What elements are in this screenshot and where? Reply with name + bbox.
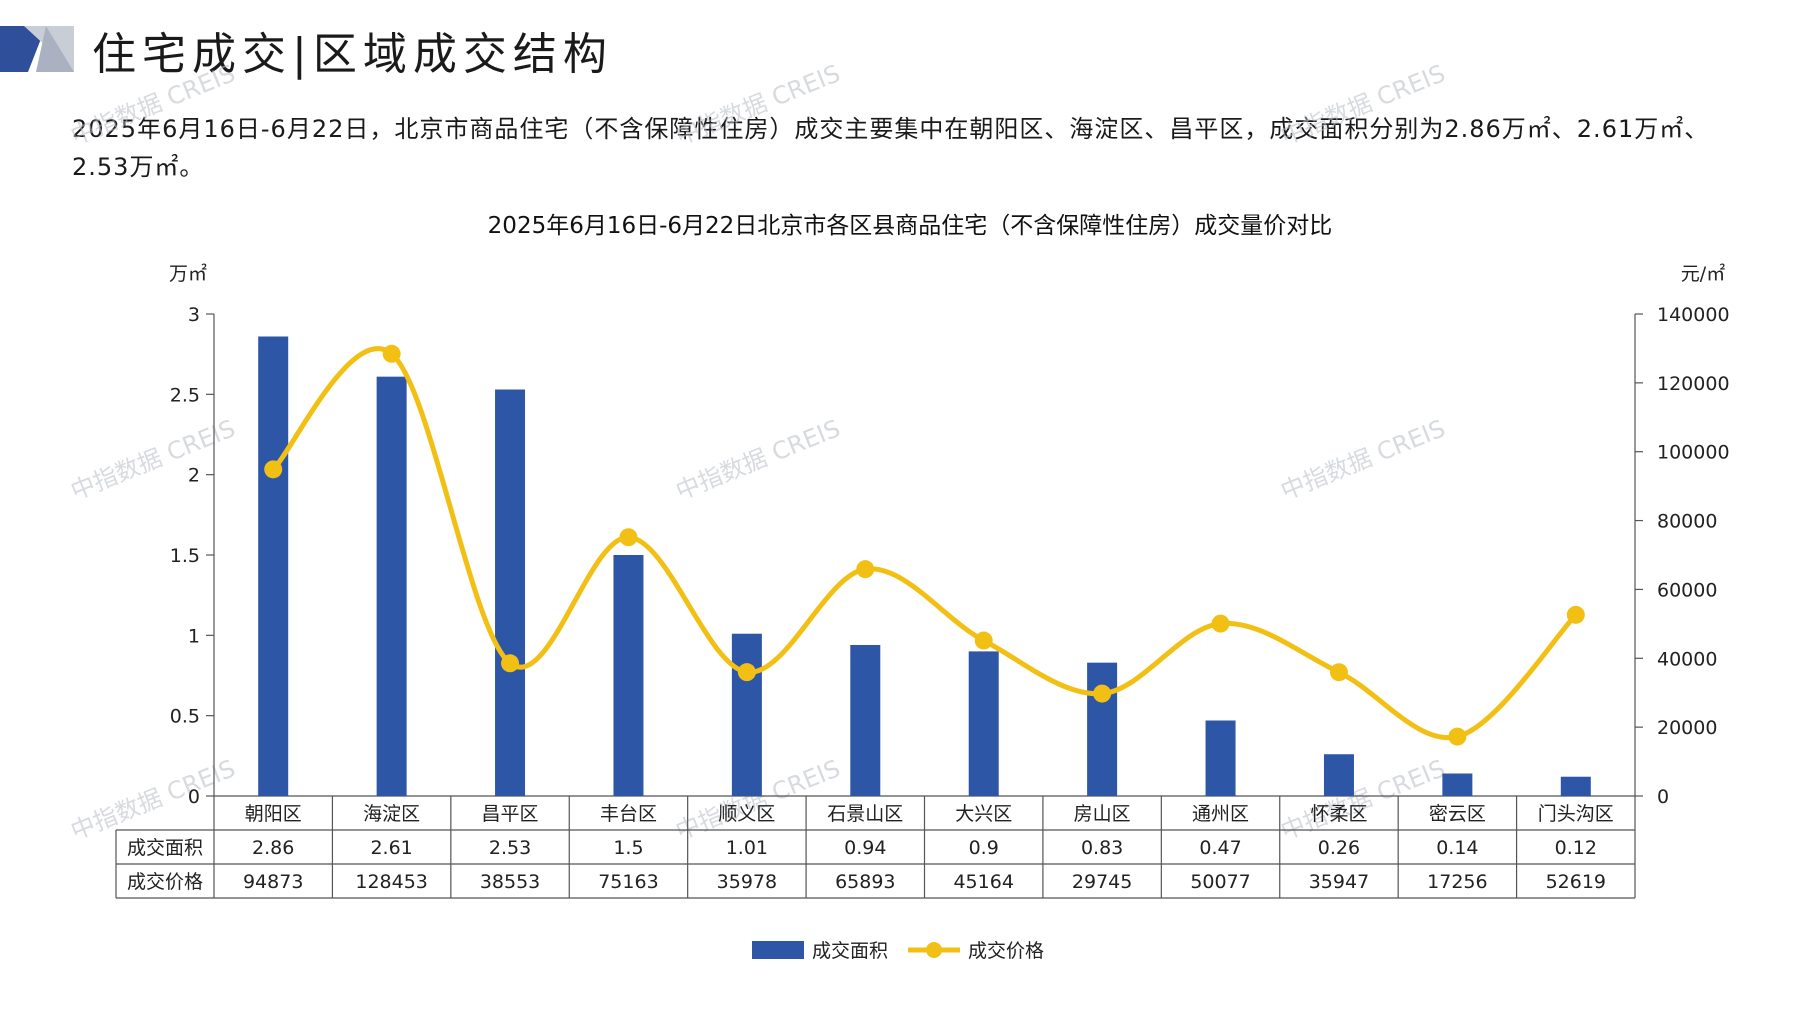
- category-label: 门头沟区: [1538, 803, 1614, 825]
- area-value-cell: 2.53: [489, 837, 531, 859]
- bar-成交面积: [1323, 754, 1354, 796]
- watermark: 中指数据 CREIS: [67, 59, 239, 150]
- bar-成交面积: [613, 555, 644, 796]
- area-value-cell: 2.86: [252, 837, 294, 859]
- area-value-cell: 0.47: [1199, 837, 1241, 859]
- price-value-cell: 38553: [480, 871, 540, 893]
- price-value-cell: 52619: [1546, 871, 1606, 893]
- watermark: 中指数据 CREIS: [672, 414, 844, 505]
- category-label: 密云区: [1429, 803, 1486, 825]
- bar-成交面积: [1442, 773, 1473, 796]
- right-axis-tick-label: 60000: [1657, 579, 1717, 601]
- right-axis-tick-label: 40000: [1657, 648, 1717, 670]
- left-axis-tick-label: 3: [188, 304, 200, 326]
- price-value-cell: 35978: [717, 871, 777, 893]
- left-axis-tick-label: 0: [188, 786, 200, 808]
- line-point: [264, 460, 283, 479]
- category-label: 石景山区: [827, 803, 903, 825]
- left-axis-tick-label: 2: [188, 465, 200, 487]
- row-header-price: 成交价格: [127, 871, 203, 893]
- header-decoration: [0, 26, 74, 72]
- price-value-cell: 45164: [953, 871, 1013, 893]
- left-axis-tick-label: 1: [188, 625, 200, 647]
- category-label: 朝阳区: [245, 803, 302, 825]
- chart-title: 2025年6月16日-6月22日北京市各区县商品住宅（不含保障性住房）成交量价对…: [488, 213, 1333, 239]
- watermark: 中指数据 CREIS: [1277, 414, 1449, 505]
- area-value-cell: 0.94: [844, 837, 886, 859]
- line-point: [974, 631, 993, 650]
- summary-text: 2025年6月16日-6月22日，北京市商品住宅（不含保障性住房）成交主要集中在…: [72, 115, 1710, 181]
- line-point: [1566, 605, 1585, 624]
- area-value-cell: 0.14: [1436, 837, 1478, 859]
- price-value-cell: 35947: [1309, 871, 1369, 893]
- page-title: 住宅成交|区域成交结构: [92, 29, 613, 80]
- price-value-cell: 29745: [1072, 871, 1132, 893]
- category-label: 丰台区: [600, 803, 657, 825]
- price-value-cell: 65893: [835, 871, 895, 893]
- bar-成交面积: [376, 376, 407, 796]
- legend-label-line: 成交价格: [968, 940, 1044, 962]
- row-header-area: 成交面积: [127, 837, 203, 859]
- watermark: 中指数据 CREIS: [67, 754, 239, 845]
- right-axis-tick-label: 120000: [1657, 373, 1730, 395]
- bar-成交面积: [731, 633, 762, 796]
- category-label: 大兴区: [955, 803, 1012, 825]
- price-value-cell: 50077: [1190, 871, 1250, 893]
- right-axis-tick-label: 0: [1657, 786, 1669, 808]
- left-axis-tick-label: 0.5: [170, 706, 200, 728]
- bar-成交面积: [1560, 776, 1591, 796]
- category-label: 顺义区: [718, 803, 775, 825]
- area-value-cell: 0.9: [969, 837, 999, 859]
- bar-成交面积: [1205, 720, 1236, 796]
- legend-swatch-point: [926, 942, 942, 958]
- right-axis-tick-label: 20000: [1657, 717, 1717, 739]
- line-point: [619, 528, 638, 547]
- category-label: 昌平区: [482, 803, 539, 825]
- price-value-cell: 75163: [598, 871, 658, 893]
- watermark: 中指数据 CREIS: [1277, 59, 1449, 150]
- category-label: 房山区: [1074, 803, 1131, 825]
- right-axis-tick-label: 80000: [1657, 511, 1717, 533]
- right-axis-unit: 元/㎡: [1681, 262, 1725, 285]
- category-label: 海淀区: [363, 803, 420, 825]
- line-point: [501, 654, 520, 673]
- line-成交价格: [271, 346, 1578, 741]
- bar-成交面积: [1087, 662, 1118, 796]
- price-value-cell: 17256: [1427, 871, 1487, 893]
- bar-成交面积: [495, 389, 526, 796]
- legend-swatch-bar: [752, 941, 804, 959]
- right-axis-tick-label: 100000: [1657, 442, 1730, 464]
- watermark: 中指数据 CREIS: [672, 59, 844, 150]
- left-axis-tick-label: 1.5: [170, 545, 200, 567]
- bar-成交面积: [258, 336, 289, 796]
- price-value-cell: 128453: [355, 871, 428, 893]
- area-value-cell: 1.5: [613, 837, 643, 859]
- category-label: 怀柔区: [1310, 803, 1367, 825]
- watermark: 中指数据 CREIS: [1277, 754, 1449, 845]
- area-value-cell: 0.12: [1555, 837, 1597, 859]
- line-point: [1448, 727, 1467, 746]
- line-point: [856, 560, 875, 579]
- price-value-cell: 94873: [243, 871, 303, 893]
- line-point: [382, 344, 401, 363]
- category-label: 通州区: [1192, 803, 1249, 825]
- line-point: [1093, 684, 1112, 703]
- legend-label-bar: 成交面积: [812, 940, 888, 962]
- watermark: 中指数据 CREIS: [67, 414, 239, 505]
- left-axis-tick-label: 2.5: [170, 384, 200, 406]
- bar-成交面积: [968, 651, 999, 796]
- area-value-cell: 0.83: [1081, 837, 1123, 859]
- left-axis-unit: 万㎡: [169, 262, 207, 285]
- area-value-cell: 0.26: [1318, 837, 1360, 859]
- area-value-cell: 2.61: [370, 837, 412, 859]
- bar-成交面积: [850, 644, 881, 796]
- line-point: [737, 663, 756, 682]
- line-point: [1211, 614, 1230, 633]
- right-axis-tick-label: 140000: [1657, 304, 1730, 326]
- line-point: [1329, 663, 1348, 682]
- area-value-cell: 1.01: [726, 837, 768, 859]
